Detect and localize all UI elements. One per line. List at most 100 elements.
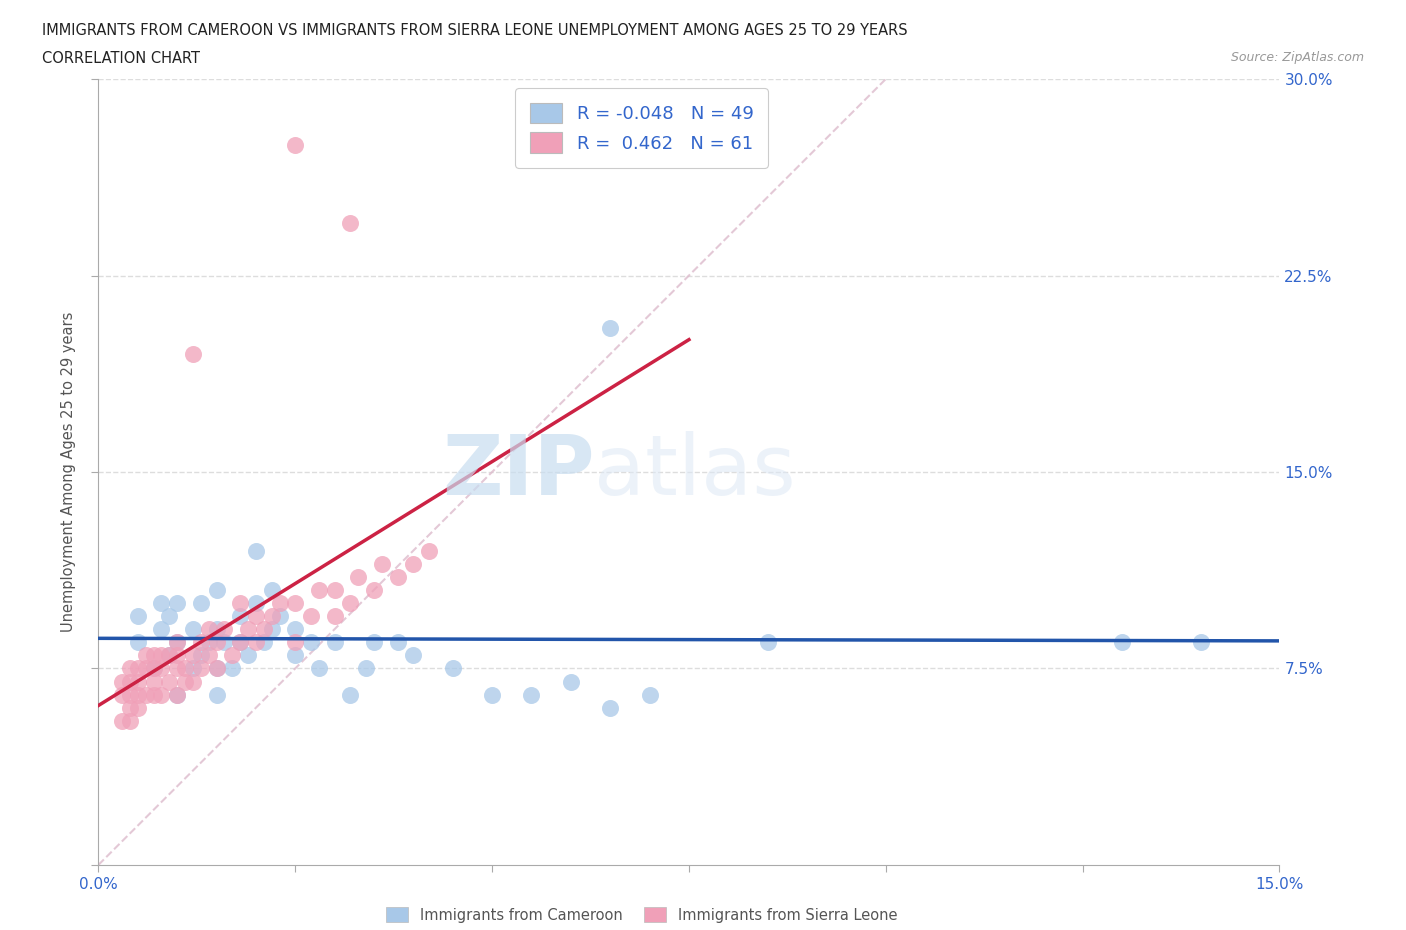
Point — [127, 687, 149, 702]
Point — [166, 595, 188, 610]
Y-axis label: Unemployment Among Ages 25 to 29 years: Unemployment Among Ages 25 to 29 years — [60, 312, 76, 632]
Point — [253, 622, 276, 637]
Point — [229, 635, 252, 650]
Point — [174, 661, 197, 676]
Point — [221, 661, 243, 676]
Point — [214, 635, 236, 650]
Point — [339, 216, 361, 231]
Point — [308, 582, 330, 597]
Text: Source: ZipAtlas.com: Source: ZipAtlas.com — [1230, 51, 1364, 64]
Point — [142, 661, 165, 676]
Point — [118, 713, 141, 728]
Point — [205, 622, 228, 637]
Legend: Immigrants from Cameroon, Immigrants from Sierra Leone: Immigrants from Cameroon, Immigrants fro… — [380, 901, 903, 928]
Point — [157, 674, 180, 689]
Point — [339, 687, 361, 702]
Point — [284, 595, 307, 610]
Point — [363, 582, 385, 597]
Point — [190, 648, 212, 663]
Point — [354, 661, 377, 676]
Point — [142, 648, 165, 663]
Point — [197, 648, 219, 663]
Point — [166, 687, 188, 702]
Point — [260, 582, 283, 597]
Point — [118, 687, 141, 702]
Point — [308, 661, 330, 676]
Point — [181, 622, 204, 637]
Point — [214, 622, 236, 637]
Point — [118, 700, 141, 715]
Point — [253, 635, 276, 650]
Point — [150, 648, 173, 663]
Point — [284, 622, 307, 637]
Point — [181, 347, 204, 362]
Point — [118, 661, 141, 676]
Point — [520, 687, 543, 702]
Point — [371, 556, 394, 571]
Point — [127, 700, 149, 715]
Point — [229, 595, 252, 610]
Point — [157, 648, 180, 663]
Point — [197, 635, 219, 650]
Point — [481, 687, 503, 702]
Point — [205, 635, 228, 650]
Point — [166, 648, 188, 663]
Point — [197, 622, 219, 637]
Point — [245, 595, 267, 610]
Text: IMMIGRANTS FROM CAMEROON VS IMMIGRANTS FROM SIERRA LEONE UNEMPLOYMENT AMONG AGES: IMMIGRANTS FROM CAMEROON VS IMMIGRANTS F… — [42, 23, 908, 38]
Point — [221, 648, 243, 663]
Point — [190, 661, 212, 676]
Point — [205, 582, 228, 597]
Point — [181, 648, 204, 663]
Point — [284, 648, 307, 663]
Point — [166, 687, 188, 702]
Point — [190, 635, 212, 650]
Point — [1189, 635, 1212, 650]
Point — [135, 661, 157, 676]
Point — [127, 661, 149, 676]
Point — [323, 582, 346, 597]
Point — [236, 622, 259, 637]
Point — [363, 635, 385, 650]
Point — [150, 661, 173, 676]
Point — [229, 635, 252, 650]
Point — [157, 648, 180, 663]
Point — [166, 661, 188, 676]
Point — [150, 687, 173, 702]
Point — [560, 674, 582, 689]
Point — [339, 595, 361, 610]
Point — [190, 595, 212, 610]
Point — [157, 608, 180, 623]
Point — [111, 674, 134, 689]
Point — [127, 608, 149, 623]
Point — [347, 569, 370, 584]
Text: ZIP: ZIP — [441, 432, 595, 512]
Point — [166, 635, 188, 650]
Point — [323, 635, 346, 650]
Point — [299, 635, 322, 650]
Point — [402, 648, 425, 663]
Point — [205, 661, 228, 676]
Point — [284, 137, 307, 152]
Point — [142, 687, 165, 702]
Point — [441, 661, 464, 676]
Point — [245, 608, 267, 623]
Point — [181, 674, 204, 689]
Text: atlas: atlas — [595, 432, 796, 512]
Point — [245, 543, 267, 558]
Point — [205, 687, 228, 702]
Point — [181, 661, 204, 676]
Point — [127, 635, 149, 650]
Point — [1111, 635, 1133, 650]
Point — [111, 687, 134, 702]
Point — [205, 661, 228, 676]
Point — [245, 635, 267, 650]
Point — [323, 608, 346, 623]
Point — [299, 608, 322, 623]
Point — [127, 674, 149, 689]
Point — [260, 608, 283, 623]
Text: CORRELATION CHART: CORRELATION CHART — [42, 51, 200, 66]
Point — [260, 622, 283, 637]
Point — [150, 622, 173, 637]
Point — [387, 569, 409, 584]
